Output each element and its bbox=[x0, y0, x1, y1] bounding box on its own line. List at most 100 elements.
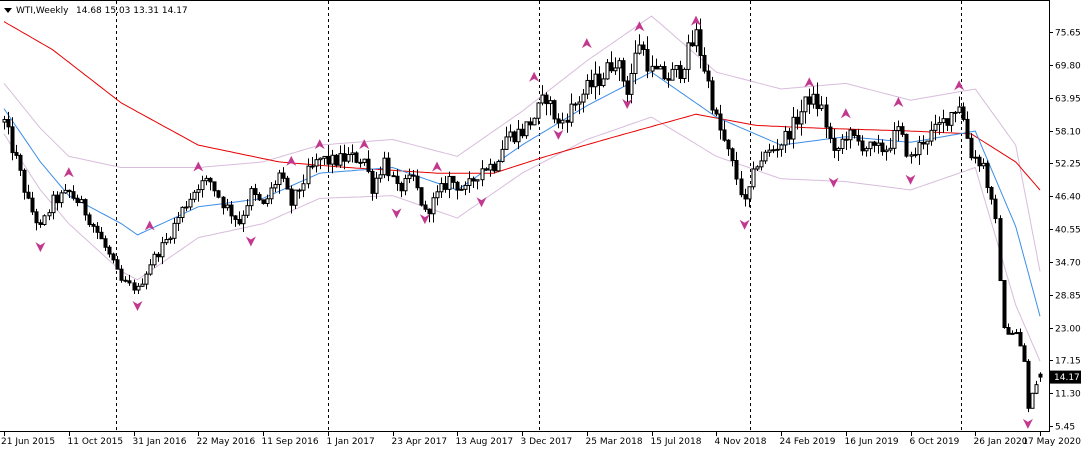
candle bbox=[718, 104, 723, 140]
candle bbox=[127, 274, 132, 286]
candle-body bbox=[706, 70, 711, 82]
candle bbox=[536, 101, 541, 125]
candle bbox=[767, 143, 772, 157]
candle bbox=[508, 124, 513, 142]
candle bbox=[293, 189, 298, 210]
candle bbox=[399, 181, 404, 198]
envelope-bands bbox=[3, 15, 1041, 362]
candle-body bbox=[419, 187, 424, 206]
candle bbox=[629, 63, 634, 104]
candle-body bbox=[650, 65, 655, 72]
candle bbox=[152, 251, 157, 268]
x-tick-label: 25 Mar 2018 bbox=[586, 437, 643, 447]
candle-body bbox=[237, 218, 242, 225]
candle-body bbox=[726, 139, 731, 150]
fractal-down-marker bbox=[245, 236, 256, 247]
candle-body bbox=[443, 183, 448, 190]
candle-body bbox=[277, 172, 282, 186]
candle bbox=[83, 198, 88, 221]
candle-body bbox=[722, 129, 727, 141]
candle bbox=[423, 200, 428, 213]
candle-body bbox=[338, 153, 343, 166]
candle-body bbox=[670, 68, 675, 81]
candle bbox=[443, 175, 448, 193]
candle-body bbox=[496, 161, 501, 172]
candle-body bbox=[949, 111, 954, 126]
candle bbox=[391, 171, 396, 178]
candle-body bbox=[216, 190, 221, 198]
candle bbox=[771, 145, 776, 154]
candle bbox=[496, 159, 501, 172]
price-tag-value: 14.17 bbox=[1054, 373, 1080, 383]
candle bbox=[407, 168, 412, 184]
candle bbox=[791, 106, 796, 149]
candle-body bbox=[51, 194, 56, 214]
candle-body bbox=[212, 181, 217, 192]
candle-body bbox=[439, 183, 444, 193]
candle-body bbox=[528, 121, 533, 126]
candle-body bbox=[403, 178, 408, 192]
candle-body bbox=[921, 141, 926, 145]
upper-envelope-line bbox=[3, 15, 1041, 272]
candle bbox=[281, 167, 286, 183]
candle bbox=[289, 185, 294, 214]
candle bbox=[544, 92, 549, 116]
candle bbox=[933, 114, 938, 141]
fractal-down-marker bbox=[739, 219, 750, 230]
candle-body bbox=[34, 211, 39, 224]
candle bbox=[103, 235, 108, 251]
candle bbox=[378, 166, 383, 183]
fractal-up-marker bbox=[432, 161, 442, 172]
candle-body bbox=[520, 128, 525, 137]
candle-body bbox=[504, 136, 509, 150]
last-price-tag: 14.17 bbox=[1050, 370, 1081, 384]
candle bbox=[212, 181, 217, 197]
candle-body bbox=[900, 126, 905, 135]
candle bbox=[484, 167, 489, 171]
candle-body bbox=[811, 93, 816, 105]
candle bbox=[573, 102, 578, 111]
candle-body bbox=[30, 197, 35, 213]
candle bbox=[451, 175, 456, 189]
candle bbox=[1002, 280, 1007, 329]
candle-body bbox=[2, 118, 7, 123]
candle-body bbox=[508, 131, 513, 138]
fractal-up-marker bbox=[193, 161, 204, 172]
candle bbox=[22, 168, 27, 200]
candle-body bbox=[783, 130, 788, 146]
candle bbox=[613, 57, 618, 75]
candle-body bbox=[577, 101, 582, 105]
y-tick-label: 63.95 bbox=[1055, 95, 1081, 105]
candle-body bbox=[929, 129, 934, 142]
candle-body bbox=[475, 179, 480, 182]
candle-body bbox=[103, 238, 108, 248]
candle bbox=[427, 208, 432, 223]
candle bbox=[981, 158, 986, 170]
candle-body bbox=[565, 119, 570, 123]
candle bbox=[581, 89, 586, 113]
x-tick-label: 24 Feb 2019 bbox=[780, 437, 836, 447]
candle-body bbox=[253, 188, 258, 196]
candle-body bbox=[836, 148, 841, 151]
candle-body bbox=[91, 224, 96, 227]
candle bbox=[504, 126, 509, 150]
candle-body bbox=[26, 191, 31, 199]
candle-body bbox=[249, 188, 254, 207]
fractal-up-marker bbox=[893, 97, 904, 107]
dropdown-triangle-icon[interactable] bbox=[4, 8, 12, 13]
candle-body bbox=[1030, 392, 1035, 409]
candle-body bbox=[374, 177, 379, 194]
candle-body bbox=[370, 170, 375, 194]
y-tick-label: 58.10 bbox=[1055, 128, 1081, 138]
candle bbox=[921, 135, 926, 150]
candle bbox=[370, 169, 375, 201]
candle bbox=[237, 211, 242, 226]
candle-body bbox=[435, 191, 440, 199]
candle-body bbox=[860, 140, 865, 152]
candle bbox=[714, 107, 719, 117]
candle bbox=[621, 57, 626, 87]
candle-body bbox=[807, 96, 812, 105]
candle-body bbox=[346, 153, 351, 162]
candle bbox=[864, 146, 869, 157]
